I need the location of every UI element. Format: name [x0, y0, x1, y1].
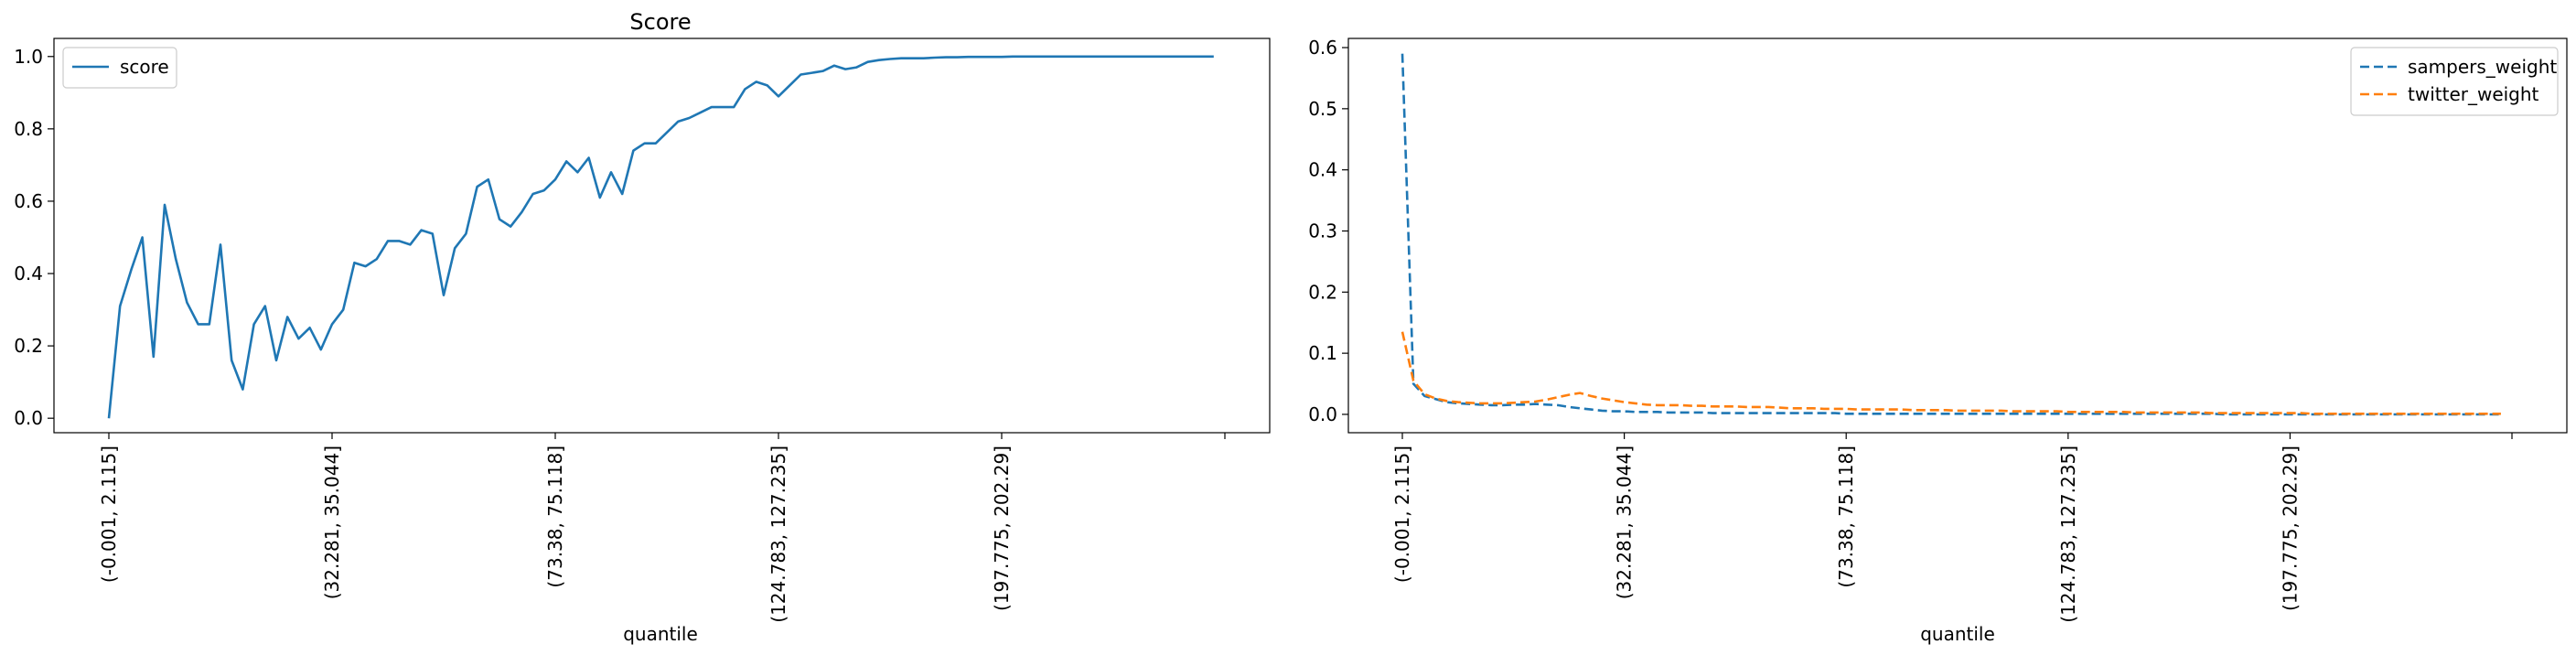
left-y-tick-label: 0.4	[14, 263, 43, 285]
right-legend	[2350, 47, 2559, 116]
left-x-tick-label: (73.38, 75.118]	[544, 446, 566, 588]
right-x-axis-label: quantile	[1920, 623, 1995, 645]
right-y-tick-label: 0.0	[1308, 403, 1337, 425]
left-legend	[62, 47, 177, 89]
left-x-tick-label: (124.783, 127.235]	[767, 446, 789, 623]
left-axes-frame	[53, 38, 1271, 434]
left-x-tick-label: (-0.001, 2.115]	[98, 446, 120, 583]
series-line-sampers_weight	[1401, 53, 2501, 416]
left-x-tick-label: (197.775, 202.29]	[991, 446, 1013, 611]
right-y-tick-label: 0.2	[1308, 281, 1337, 303]
left-x-tick-label: (32.281, 35.044]	[321, 446, 343, 599]
right-x-tick-label: (73.38, 75.118]	[1835, 446, 1857, 588]
right-y-tick-label: 0.4	[1308, 159, 1337, 181]
legend-label-sampers_weight: sampers_weight	[2408, 56, 2557, 78]
right-x-tick-label: (197.775, 202.29]	[2279, 446, 2301, 611]
left-y-tick-label: 0.8	[14, 118, 43, 140]
left-y-tick-label: 0.6	[14, 190, 43, 212]
right-chart-panel: quantile 0.0 0.1 0.2 0.3 0.4 0.5 0.6 (-0.001, 2…	[1308, 37, 2568, 645]
right-y-tick-label: 0.5	[1308, 98, 1337, 120]
left-y-tick-label: 1.0	[14, 46, 43, 68]
right-y-tick-label: 0.1	[1308, 342, 1337, 364]
right-y-tick-label: 0.6	[1308, 37, 1337, 59]
right-axes-frame	[1347, 38, 2568, 434]
legend-label-twitter_weight: twitter_weight	[2408, 83, 2539, 105]
series-line-score	[107, 55, 1214, 419]
right-y-tick-label: 0.3	[1308, 220, 1337, 242]
right-x-tick-label: (-0.001, 2.115]	[1391, 446, 1413, 583]
legend-label-score: score	[120, 56, 169, 78]
series-line-twitter_weight	[1401, 331, 2501, 415]
left-chart-title: Score	[629, 9, 691, 35]
right-x-tick-label: (32.281, 35.044]	[1614, 446, 1636, 599]
left-y-tick-label: 0.2	[14, 335, 43, 357]
left-chart-panel: Score quantile 0.0 0.2 0.4 0.6 0.8 1.0 (-0.001…	[14, 9, 1271, 645]
right-x-tick-label: (124.783, 127.235]	[2057, 446, 2079, 623]
left-y-tick-label: 0.0	[14, 407, 43, 429]
left-x-axis-label: quantile	[623, 623, 698, 645]
